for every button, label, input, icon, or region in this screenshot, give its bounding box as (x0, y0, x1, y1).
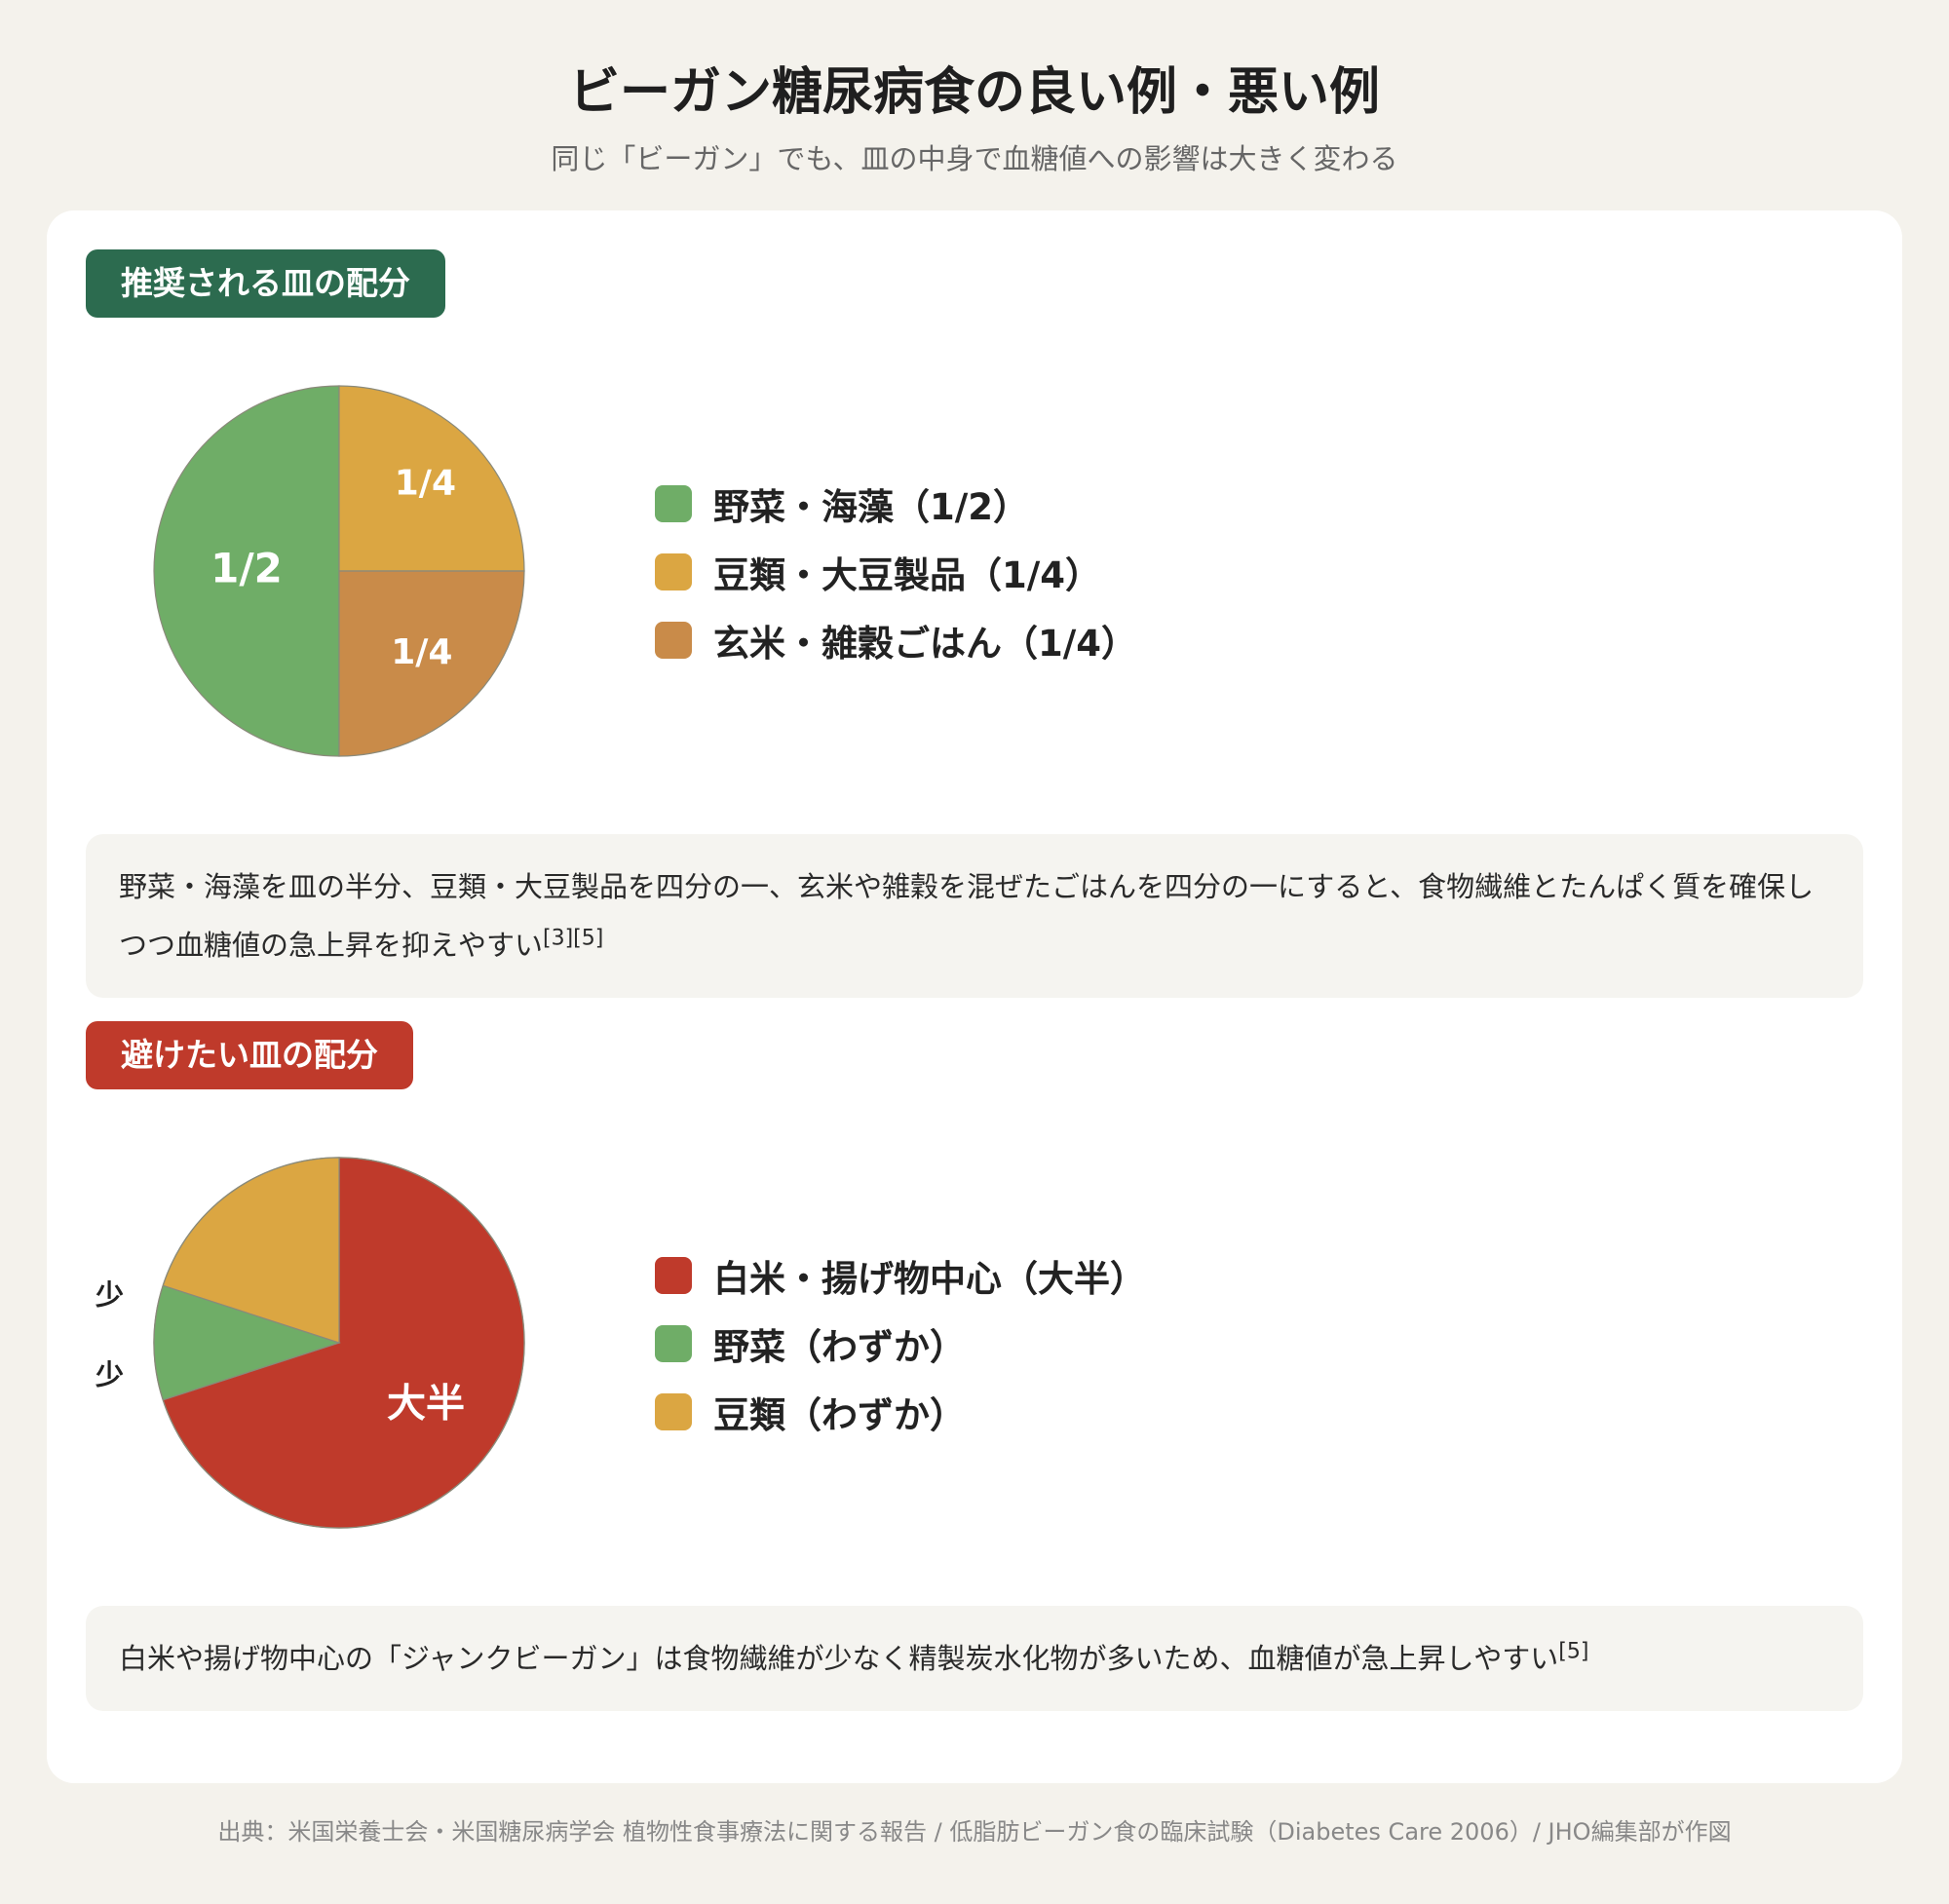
pie-slice (338, 570, 525, 757)
good-legend: 野菜・海藻（1/2） 豆類・大豆製品（1/4） 玄米・雑穀ごはん（1/4） (655, 470, 1137, 674)
legend-item: 野菜（わずか） (655, 1310, 1146, 1378)
good-note-text: 野菜・海藻を皿の半分、豆類・大豆製品を四分の一、玄米や雑穀を混ぜたごはんを四分の… (119, 870, 1815, 962)
legend-item: 豆類・大豆製品（1/4） (655, 538, 1137, 606)
legend-label: 野菜・海藻（1/2） (713, 486, 1030, 528)
pie-slice (338, 385, 525, 572)
legend-item: 豆類（わずか） (655, 1378, 1146, 1446)
pie-slice-label: 1/2 (210, 545, 283, 592)
legend-label: 野菜（わずか） (713, 1326, 966, 1368)
good-pie-chart: 1/2 1/4 1/4 (153, 385, 525, 757)
legend-label: 玄米・雑穀ごはん（1/4） (713, 623, 1138, 665)
legend-swatch-brown-rice (655, 622, 692, 659)
page-title: ビーガン糖尿病食の良い例・悪い例 (568, 63, 1380, 122)
good-section-tag: 推奨される皿の配分 (86, 249, 445, 318)
legend-swatch-beans (655, 553, 692, 590)
bad-pie-chart: 大半 (153, 1157, 525, 1529)
bad-note: 白米や揚げ物中心の「ジャンクビーガン」は食物繊維が少なく精製炭水化物が多いため、… (86, 1606, 1863, 1711)
legend-label: 豆類（わずか） (713, 1394, 966, 1436)
bad-pie-slice-label-beans: 少 (96, 1358, 125, 1391)
bad-legend: 白米・揚げ物中心（大半） 野菜（わずか） 豆類（わずか） (655, 1241, 1146, 1446)
pie-slice (153, 1284, 341, 1401)
legend-item: 野菜・海藻（1/2） (655, 470, 1137, 538)
legend-swatch-white-rice (655, 1257, 692, 1294)
pie-slice-label: 1/4 (395, 464, 456, 504)
bad-pie-slice-label-vegetables: 少 (96, 1278, 125, 1312)
pie-slice-label: 大半 (387, 1382, 465, 1427)
legend-label: 豆類・大豆製品（1/4） (713, 554, 1102, 596)
legend-swatch-vegetables (655, 1325, 692, 1362)
legend-item: 白米・揚げ物中心（大半） (655, 1241, 1146, 1310)
good-note: 野菜・海藻を皿の半分、豆類・大豆製品を四分の一、玄米や雑穀を混ぜたごはんを四分の… (86, 834, 1863, 998)
legend-swatch-beans (655, 1393, 692, 1430)
good-note-refs: [3][5] (543, 926, 604, 951)
pie-slice (153, 385, 340, 757)
pie-slice (162, 1157, 525, 1529)
source-footer: 出典：米国栄養士会・米国糖尿病学会 植物性食事療法に関する報告 / 低脂肪ビーガ… (217, 1818, 1732, 1846)
legend-label: 白米・揚げ物中心（大半） (713, 1258, 1146, 1300)
page-subtitle: 同じ「ビーガン」でも、皿の中身で血糖値への影響は大きく変わる (551, 142, 1398, 175)
bad-section-tag: 避けたい皿の配分 (86, 1021, 413, 1089)
legend-item: 玄米・雑穀ごはん（1/4） (655, 606, 1137, 674)
content-card: 推奨される皿の配分 1/2 1/4 1/4 野菜・海藻（1/2） 豆類・大豆製品（1… (47, 210, 1902, 1783)
bad-note-refs: [5] (1558, 1639, 1589, 1664)
bad-note-text: 白米や揚げ物中心の「ジャンクビーガン」は食物繊維が少なく精製炭水化物が多いため、… (119, 1642, 1559, 1675)
legend-swatch-vegetables (655, 485, 692, 522)
pie-slice-label: 1/4 (391, 632, 452, 672)
pie-slice (162, 1157, 340, 1344)
